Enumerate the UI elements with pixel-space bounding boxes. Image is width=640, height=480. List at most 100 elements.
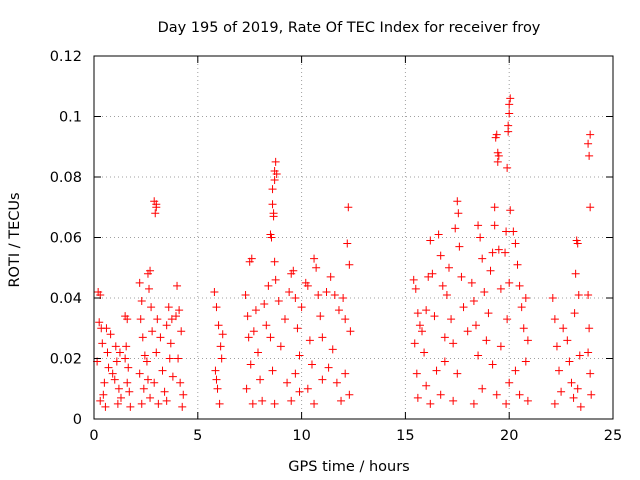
data-point bbox=[440, 357, 449, 366]
data-point bbox=[409, 275, 418, 284]
data-point bbox=[287, 396, 296, 405]
data-point bbox=[476, 233, 485, 242]
data-point bbox=[492, 390, 501, 399]
data-point bbox=[430, 312, 439, 321]
data-point bbox=[447, 315, 456, 324]
data-point bbox=[521, 294, 530, 302]
data-point bbox=[471, 321, 480, 330]
data-point bbox=[493, 157, 502, 166]
data-point bbox=[213, 384, 222, 393]
data-point bbox=[492, 130, 501, 139]
data-point bbox=[420, 348, 429, 357]
data-point bbox=[469, 399, 478, 408]
data-point bbox=[137, 297, 146, 306]
data-point bbox=[488, 360, 497, 369]
data-point bbox=[174, 354, 183, 363]
data-point bbox=[486, 266, 495, 275]
data-point bbox=[412, 369, 421, 378]
data-point bbox=[283, 378, 292, 387]
grid-lines bbox=[94, 56, 613, 419]
data-point bbox=[457, 272, 466, 281]
data-point bbox=[584, 139, 593, 148]
data-point bbox=[305, 336, 314, 345]
data-point bbox=[147, 303, 156, 312]
data-point bbox=[268, 200, 277, 209]
y-tick-label: 0.1 bbox=[59, 110, 82, 126]
data-point bbox=[550, 315, 559, 324]
data-point bbox=[270, 176, 279, 185]
data-point bbox=[307, 360, 316, 369]
data-point bbox=[289, 266, 298, 275]
data-point bbox=[490, 203, 499, 212]
data-point bbox=[574, 290, 583, 299]
data-point bbox=[521, 357, 530, 366]
data-point bbox=[496, 284, 505, 293]
data-point bbox=[154, 399, 163, 408]
data-point bbox=[153, 315, 162, 324]
data-point bbox=[478, 254, 487, 263]
data-point bbox=[143, 375, 152, 384]
data-point bbox=[241, 290, 250, 299]
data-point bbox=[95, 318, 104, 327]
data-point bbox=[523, 396, 532, 405]
data-point bbox=[271, 275, 280, 284]
data-point bbox=[150, 378, 159, 387]
data-point bbox=[146, 266, 155, 275]
data-point bbox=[112, 357, 121, 366]
data-point bbox=[502, 227, 511, 236]
x-tick-label: 5 bbox=[193, 428, 202, 444]
data-point bbox=[145, 284, 154, 293]
data-point bbox=[482, 336, 491, 345]
data-point bbox=[413, 309, 422, 318]
data-point bbox=[326, 272, 335, 281]
data-point bbox=[303, 384, 312, 393]
data-point bbox=[587, 390, 596, 399]
data-point bbox=[501, 248, 510, 257]
data-point bbox=[269, 212, 278, 221]
data-point bbox=[324, 363, 333, 372]
data-point bbox=[242, 384, 251, 393]
data-point bbox=[102, 324, 111, 333]
data-point bbox=[328, 345, 337, 354]
data-point bbox=[151, 209, 160, 218]
data-point bbox=[108, 369, 117, 378]
data-point bbox=[569, 393, 578, 402]
data-point bbox=[584, 348, 593, 357]
data-point bbox=[217, 354, 226, 363]
data-point bbox=[314, 290, 323, 299]
data-point bbox=[212, 375, 221, 384]
data-point bbox=[557, 387, 566, 396]
data-point bbox=[140, 351, 149, 360]
data-points bbox=[93, 94, 596, 411]
data-point bbox=[413, 393, 422, 402]
data-point bbox=[515, 390, 524, 399]
data-point bbox=[424, 272, 433, 281]
data-point bbox=[571, 269, 580, 278]
data-point bbox=[125, 387, 134, 396]
data-point bbox=[586, 203, 595, 212]
data-point bbox=[310, 399, 319, 408]
data-point bbox=[211, 366, 220, 375]
data-point bbox=[330, 290, 339, 299]
data-point bbox=[297, 303, 306, 312]
data-point bbox=[422, 381, 431, 390]
data-point bbox=[515, 281, 524, 290]
data-point bbox=[258, 396, 267, 405]
data-point bbox=[506, 94, 515, 103]
data-point bbox=[215, 399, 224, 408]
data-point bbox=[455, 242, 464, 251]
data-point bbox=[523, 336, 532, 345]
data-point bbox=[496, 342, 505, 351]
data-point bbox=[567, 378, 576, 387]
data-point bbox=[99, 390, 108, 399]
data-point bbox=[271, 157, 280, 166]
plot-frame bbox=[93, 55, 614, 420]
data-point bbox=[576, 402, 585, 411]
data-point bbox=[168, 372, 177, 381]
data-point bbox=[138, 333, 147, 342]
data-point bbox=[451, 224, 460, 233]
data-point bbox=[573, 384, 582, 393]
data-point bbox=[434, 230, 443, 239]
data-point bbox=[246, 360, 255, 369]
data-point bbox=[505, 100, 514, 109]
